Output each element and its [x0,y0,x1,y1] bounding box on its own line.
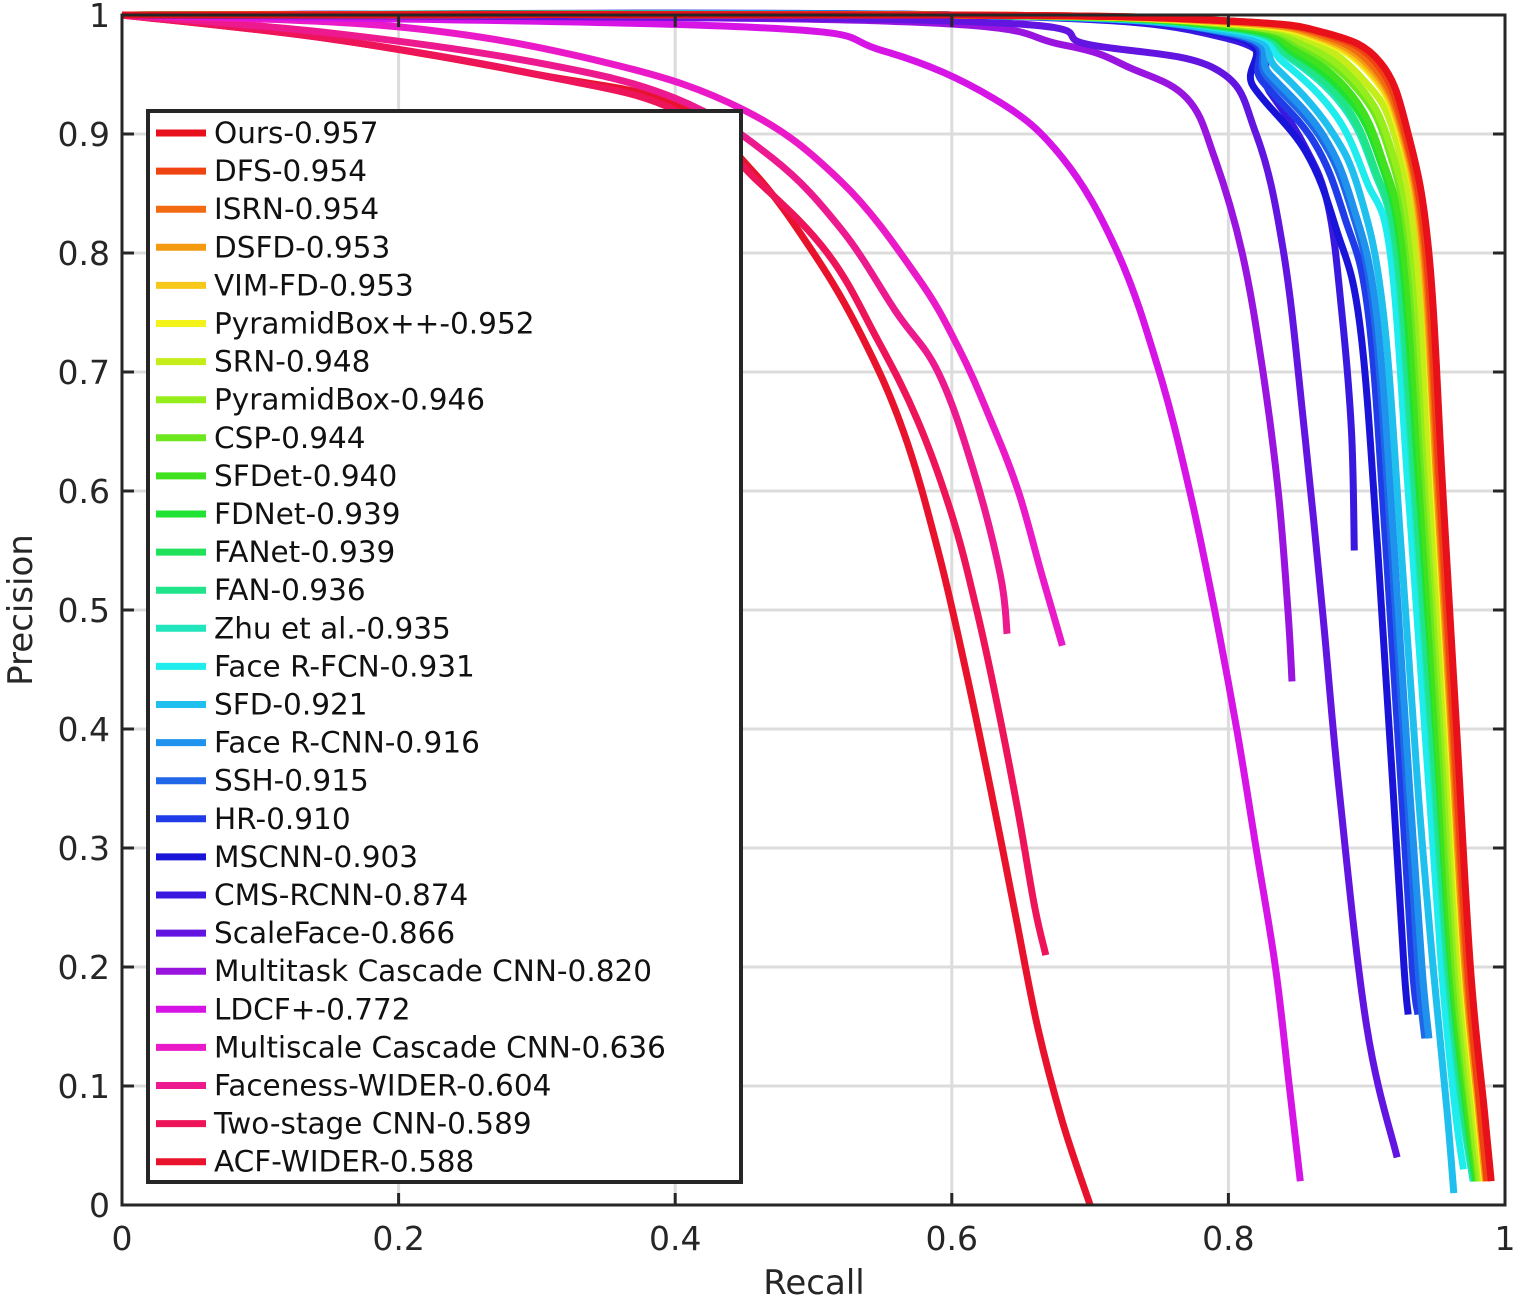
legend-item: Two-stage CNN-0.589 [156,1107,532,1141]
legend-label: SFDet-0.940 [214,459,397,493]
legend: Ours-0.957 DFS-0.954 ISRN-0.954 DSFD-0.953 V… [146,109,743,1184]
series-line-faceness [121,11,1011,635]
tick-labels: 0 0.2 0.4 0.6 0.8 1 0 0.1 0.2 0.3 0.4 0.5 0.6 0.7 0.8 0… [58,0,1513,1258]
legend-label: ACF-WIDER-0.588 [214,1145,474,1179]
legend-item: Face R-CNN-0.916 [156,726,480,760]
legend-label: Face R-FCN-0.931 [214,649,475,683]
legend-label: VIM-FD-0.953 [214,268,414,302]
y-tick-label: 0.9 [58,115,110,154]
legend-item: ACF-WIDER-0.588 [156,1145,474,1179]
legend-item: DFS-0.954 [156,154,367,188]
legend-label: FAN-0.936 [214,573,366,607]
legend-label: SSH-0.915 [214,764,369,798]
legend-item: ISRN-0.954 [156,192,379,226]
x-axis-label: Recall [763,1263,864,1301]
legend-item: Multitask Cascade CNN-0.820 [156,954,652,988]
series-lines [121,9,1495,1207]
legend-label: ISRN-0.954 [214,192,379,226]
x-tick-label: 0.8 [1202,1219,1254,1258]
axis-ticks [120,13,1507,1207]
series-line-two [121,11,1050,956]
legend-label: FDNet-0.939 [214,497,401,531]
legend-item: SSH-0.915 [156,764,369,798]
legend-item: PyramidBox-0.946 [156,383,485,417]
legend-item: FANet-0.939 [156,535,395,569]
legend-label: HR-0.910 [214,802,351,836]
legend-label: CMS-RCNN-0.874 [214,878,468,912]
legend-label: SFD-0.921 [214,688,368,722]
x-tick-label: 1 [1495,1219,1513,1258]
y-tick-label: 0.3 [58,829,110,868]
legend-label: DSFD-0.953 [214,230,390,264]
legend-item: SRN-0.948 [156,345,370,379]
legend-item: LDCF+-0.772 [156,992,411,1026]
legend-item: MSCNN-0.903 [156,840,418,874]
legend-item: DSFD-0.953 [156,230,390,264]
legend-item: FDNet-0.939 [156,497,401,531]
y-tick-label: 0.8 [58,234,110,273]
legend-label: ScaleFace-0.866 [214,916,455,950]
legend-item: ScaleFace-0.866 [156,916,455,950]
legend-label: Multitask Cascade CNN-0.820 [214,954,652,988]
legend-label: SRN-0.948 [214,345,370,379]
y-tick-label: 0.7 [58,353,110,392]
legend-label: LDCF+-0.772 [214,992,411,1026]
legend-box [146,109,743,1184]
y-tick-label: 1 [89,0,110,35]
legend-item: Ours-0.957 [156,116,379,150]
legend-item: HR-0.910 [156,802,351,836]
legend-item: PyramidBox++-0.952 [156,307,534,341]
y-tick-label: 0 [89,1186,110,1225]
legend-item: Multiscale Cascade CNN-0.636 [156,1030,666,1064]
legend-label: PyramidBox-0.946 [214,383,485,417]
y-tick-label: 0.6 [58,472,110,511]
legend-label: FANet-0.939 [214,535,395,569]
legend-label: Face R-CNN-0.916 [214,726,480,760]
series-line-multiscale-cascade-cnn [121,11,1066,647]
legend-item: CSP-0.944 [156,421,366,455]
legend-item: FAN-0.936 [156,573,366,607]
legend-item: VIM-FD-0.953 [156,268,414,302]
legend-label: Zhu et al.-0.935 [214,611,451,645]
legend-item: CMS-RCNN-0.874 [156,878,468,912]
legend-label: Ours-0.957 [214,116,379,150]
legend-label: Faceness-WIDER-0.604 [214,1069,551,1103]
legend-label: PyramidBox++-0.952 [214,307,534,341]
series-line-scaleface [121,11,1401,1159]
legend-label: DFS-0.954 [214,154,367,188]
legend-item: SFDet-0.940 [156,459,397,493]
x-tick-label: 0.2 [372,1219,424,1258]
y-tick-label: 0.5 [58,591,110,630]
x-tick-label: 0.6 [926,1219,978,1258]
legend-label: MSCNN-0.903 [214,840,418,874]
y-tick-label: 0.4 [58,710,110,749]
legend-item: Face R-FCN-0.931 [156,649,475,683]
series-line-ldcf [121,11,1304,1182]
x-tick-label: 0 [112,1219,133,1258]
legend-label: Two-stage CNN-0.589 [213,1107,532,1141]
y-tick-label: 0.2 [58,948,110,987]
y-axis-label: Precision [1,534,41,686]
x-tick-label: 0.4 [649,1219,701,1258]
legend-item: Faceness-WIDER-0.604 [156,1069,551,1103]
legend-item: SFD-0.921 [156,688,368,722]
legend-item: Zhu et al.-0.935 [156,611,451,645]
y-tick-label: 0.1 [58,1067,110,1106]
legend-label: CSP-0.944 [214,421,366,455]
legend-label: Multiscale Cascade CNN-0.636 [214,1030,666,1064]
